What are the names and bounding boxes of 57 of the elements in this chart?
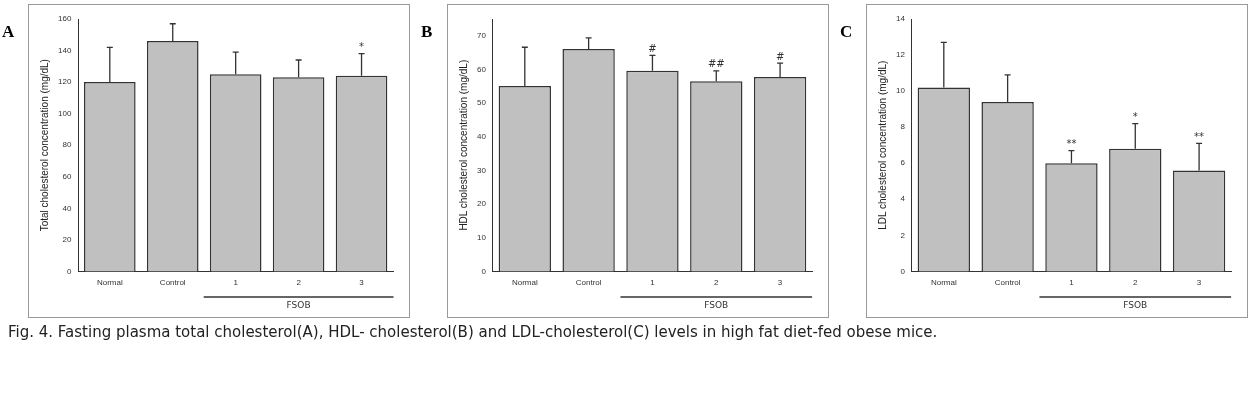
x-tick-label: 1 (233, 278, 239, 288)
y-tick-label: 0 (900, 266, 906, 276)
x-tick-label: 2 (714, 278, 720, 288)
y-tick-label: 20 (476, 199, 487, 209)
chart-title: B (421, 22, 433, 42)
x-tick-label: 3 (359, 278, 365, 288)
chart-title: A (2, 22, 15, 42)
y-tick-label: 80 (62, 140, 72, 150)
y-tick-label: 120 (57, 77, 72, 87)
x-tick-label: 1 (650, 278, 656, 288)
y-axis-title: HDL cholesterol concentration (mg/dL) (457, 59, 469, 231)
annotation: * (1132, 111, 1138, 123)
y-tick-label: 6 (900, 158, 906, 168)
chart-title: C (840, 22, 853, 42)
annotation: # (648, 42, 657, 54)
y-tick-label: 60 (476, 64, 487, 74)
x-tick-label: 1 (1069, 278, 1075, 288)
y-tick-label: 50 (476, 98, 487, 108)
x-tick-label: Normal (96, 278, 123, 288)
x-tick-label: Normal (511, 278, 538, 288)
x-tick-label: 3 (777, 278, 783, 288)
y-tick-label: 10 (895, 86, 906, 96)
y-tick-label: 10 (476, 232, 487, 242)
y-tick-label: 4 (900, 194, 906, 204)
y-tick-label: 0 (481, 266, 487, 276)
x-tick-label: Control (159, 278, 186, 288)
caption: Fig. 4. Fasting plasma total cholesterol(A), HDL- cholesterol(B) and LDL-cholesterol(C) levels in high fat diet-fed obese mice. (8, 322, 939, 342)
annotation: ** (1066, 138, 1077, 150)
y-tick-label: 140 (57, 45, 72, 55)
y-tick-label: 60 (62, 171, 72, 181)
annotation: ## (707, 58, 725, 70)
y-tick-label: 70 (476, 31, 487, 41)
x-tick-label: Control (994, 278, 1021, 288)
annotation: * (359, 41, 365, 53)
x-tick-label: 2 (1133, 278, 1139, 288)
text: FSOB (1123, 299, 1148, 310)
y-tick-label: 2 (900, 230, 906, 240)
y-axis-title: LDL cholesterol concentration (mg/dL) (876, 60, 888, 230)
y-tick-label: 0 (66, 266, 72, 276)
y-tick-label: 40 (62, 203, 72, 213)
x-tick-label: 2 (296, 278, 302, 288)
y-tick-label: 160 (57, 14, 72, 24)
y-tick-label: 30 (476, 165, 487, 175)
y-tick-label: 8 (900, 122, 906, 132)
y-tick-label: 14 (895, 14, 906, 24)
text: FSOB (704, 299, 729, 310)
annotation: # (775, 50, 785, 62)
y-tick-label: 20 (62, 235, 72, 245)
x-tick-label: Normal (930, 278, 957, 288)
annotation: ** (1194, 130, 1205, 142)
x-tick-label: Control (575, 278, 602, 288)
x-tick-label: 3 (1196, 278, 1202, 288)
y-tick-label: 100 (57, 108, 72, 118)
y-tick-label: 12 (895, 50, 906, 60)
text: FSOB (286, 299, 311, 310)
y-tick-label: 40 (476, 131, 487, 141)
y-axis-title: Total cholesterol concentration (mg/dL) (38, 59, 50, 232)
